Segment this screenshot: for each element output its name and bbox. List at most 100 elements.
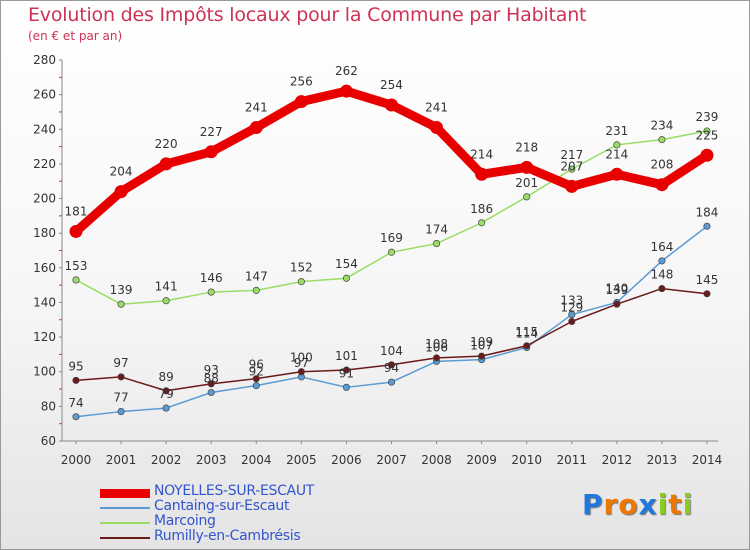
data-label: 77 bbox=[113, 391, 128, 405]
logo-letter: P bbox=[582, 488, 604, 521]
data-label: 231 bbox=[605, 124, 628, 138]
data-label: 109 bbox=[470, 335, 493, 349]
data-point bbox=[658, 257, 666, 265]
logo-letter: t bbox=[668, 488, 683, 521]
data-label: 145 bbox=[696, 273, 719, 287]
data-point bbox=[387, 248, 396, 256]
data-label: 106 bbox=[425, 340, 448, 354]
data-point bbox=[162, 404, 170, 412]
data-label: 97 bbox=[113, 356, 128, 370]
data-point bbox=[117, 408, 125, 416]
y-tick-label: 140 bbox=[33, 295, 56, 309]
data-point bbox=[342, 366, 350, 374]
data-label: 96 bbox=[249, 358, 264, 372]
data-label: 239 bbox=[696, 110, 719, 124]
data-label: 227 bbox=[200, 125, 223, 139]
data-label: 95 bbox=[68, 359, 83, 373]
proxiti-logo: Proxiti bbox=[582, 488, 693, 521]
data-point bbox=[523, 193, 531, 201]
data-label: 101 bbox=[335, 349, 358, 363]
data-label: 218 bbox=[515, 140, 538, 154]
data-point bbox=[207, 288, 215, 296]
data-point bbox=[159, 157, 173, 171]
logo-letter: r bbox=[603, 488, 619, 521]
data-point bbox=[69, 224, 83, 238]
data-point bbox=[342, 274, 350, 282]
data-point bbox=[520, 160, 534, 174]
x-tick-label: 2010 bbox=[511, 453, 542, 467]
data-point bbox=[613, 300, 621, 308]
data-label: 108 bbox=[425, 337, 448, 351]
data-point bbox=[565, 179, 579, 193]
data-point bbox=[297, 368, 305, 376]
logo-letter: o bbox=[618, 488, 639, 521]
data-point bbox=[610, 167, 624, 181]
data-label: 234 bbox=[650, 119, 673, 133]
data-label: 220 bbox=[155, 137, 178, 151]
legend-label: Marcoing bbox=[154, 513, 216, 529]
y-tick-label: 180 bbox=[33, 226, 56, 240]
y-tick-label: 240 bbox=[33, 122, 56, 136]
data-label: 92 bbox=[249, 365, 264, 379]
data-label: 214 bbox=[470, 147, 493, 161]
data-point bbox=[478, 352, 486, 360]
data-label: 74 bbox=[68, 396, 83, 410]
data-point bbox=[117, 300, 125, 308]
data-label: 140 bbox=[605, 281, 628, 295]
y-tick-label: 200 bbox=[33, 192, 56, 206]
data-point bbox=[252, 286, 260, 294]
data-point bbox=[384, 98, 398, 112]
legend-label: Rumilly-en-Cambrésis bbox=[154, 528, 301, 544]
data-label: 94 bbox=[384, 361, 399, 375]
y-tick-label: 280 bbox=[33, 53, 56, 67]
x-tick-label: 2006 bbox=[331, 453, 362, 467]
data-label: 139 bbox=[110, 283, 133, 297]
chart-subtitle: (en € et par an) bbox=[28, 29, 123, 43]
data-label: 89 bbox=[158, 370, 173, 384]
x-tick-label: 2013 bbox=[647, 453, 678, 467]
legend-label: Cantaing-sur-Escaut bbox=[154, 498, 290, 514]
x-tick-label: 2004 bbox=[241, 453, 272, 467]
x-tick-label: 2001 bbox=[106, 453, 137, 467]
data-label: 147 bbox=[245, 269, 268, 283]
data-label: 262 bbox=[335, 64, 358, 78]
legend-swatch bbox=[100, 537, 150, 539]
data-label: 241 bbox=[425, 101, 448, 115]
legend-swatch bbox=[100, 488, 150, 498]
y-tick-label: 160 bbox=[33, 261, 56, 275]
data-point bbox=[207, 388, 215, 397]
data-point bbox=[252, 382, 260, 390]
data-label: 129 bbox=[560, 301, 583, 315]
data-label: 146 bbox=[200, 271, 223, 285]
x-tick-label: 2011 bbox=[556, 453, 587, 467]
data-point bbox=[339, 84, 353, 98]
data-label: 241 bbox=[245, 101, 268, 115]
x-tick-label: 2002 bbox=[151, 453, 182, 467]
data-label: 184 bbox=[696, 205, 719, 219]
logo-letter: i bbox=[682, 488, 694, 521]
data-point bbox=[387, 378, 396, 386]
legend-label: NOYELLES-SUR-ESCAUT bbox=[154, 483, 315, 499]
data-label: 88 bbox=[204, 372, 219, 386]
data-point bbox=[162, 297, 170, 305]
chart-title: Evolution des Impôts locaux pour la Comm… bbox=[28, 4, 587, 26]
data-point bbox=[249, 121, 263, 135]
x-tick-label: 2009 bbox=[466, 453, 497, 467]
data-point bbox=[252, 375, 260, 383]
data-point bbox=[387, 361, 396, 369]
logo-letter: x bbox=[638, 488, 658, 521]
x-tick-label: 2012 bbox=[602, 453, 633, 467]
data-label: 207 bbox=[560, 159, 583, 173]
y-tick-label: 60 bbox=[41, 434, 56, 448]
data-label: 104 bbox=[380, 344, 403, 358]
data-point bbox=[72, 276, 80, 284]
data-label: 201 bbox=[515, 176, 538, 190]
data-label: 181 bbox=[65, 204, 88, 218]
data-label: 139 bbox=[605, 283, 628, 297]
data-label: 214 bbox=[605, 147, 628, 161]
data-label: 148 bbox=[650, 268, 673, 282]
data-point bbox=[568, 165, 576, 173]
data-label: 152 bbox=[290, 261, 313, 275]
